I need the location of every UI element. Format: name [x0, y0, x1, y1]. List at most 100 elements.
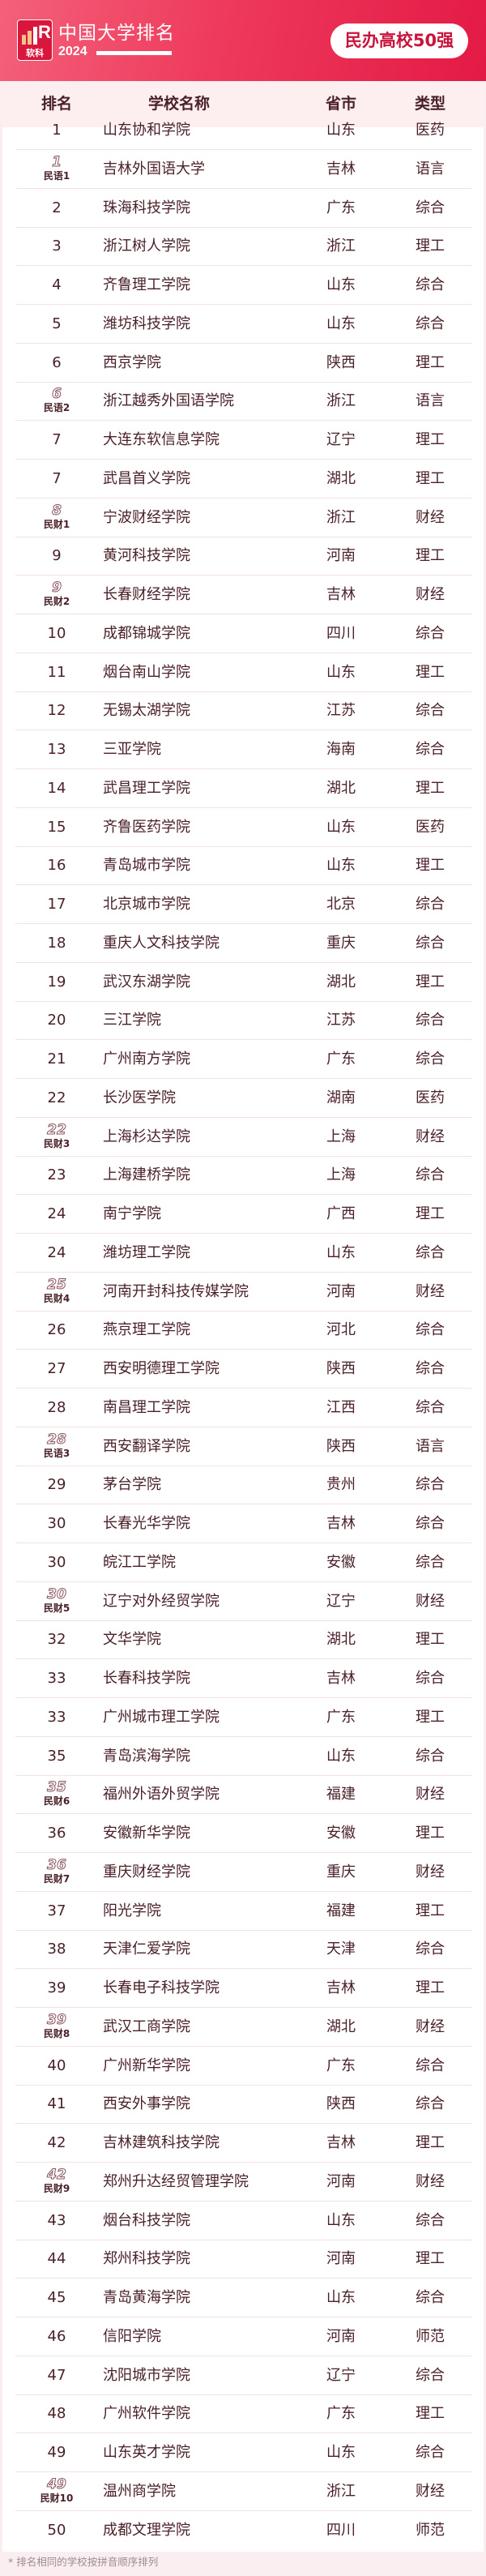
province: 山东: [326, 2444, 356, 2461]
row-divider: [15, 1039, 472, 1041]
row-divider: [15, 961, 472, 963]
rank-number: 6: [52, 386, 62, 403]
table-row: 49 山东英才学院 山东 综合: [2, 2433, 484, 2472]
school-name: 重庆财经学院: [103, 1863, 190, 1881]
school-name: 西安外事学院: [103, 2095, 190, 2113]
province: 辽宁: [326, 1592, 356, 1610]
rank-number: 36: [47, 1856, 67, 1873]
rank-number: 41: [47, 2095, 66, 2113]
row-divider: [15, 149, 472, 150]
row-divider: [15, 884, 472, 886]
table-row: 47 沈阳城市学院 辽宁 综合: [2, 2356, 484, 2395]
province: 山东: [326, 857, 356, 875]
rank-number: 36: [47, 1825, 66, 1842]
school-name: 黄河科技学院: [103, 547, 190, 565]
row-divider: [15, 691, 472, 692]
school-type: 综合: [416, 1553, 445, 1571]
rank-number: 1: [52, 153, 62, 170]
province: 北京: [326, 896, 356, 913]
table-row: 35 民财6 福州外语外贸学院 福建 财经: [2, 1775, 484, 1815]
school-type: 理工: [416, 973, 445, 991]
province: 浙江: [326, 508, 356, 526]
school-name: 阳光学院: [103, 1902, 161, 1919]
rank-number: 44: [47, 2250, 66, 2268]
table-row: 50 成都文理学院 四川 师范: [2, 2511, 484, 2550]
school-name: 吉林建筑科技学院: [103, 2134, 220, 2151]
rank-number: 6: [52, 353, 62, 371]
row-divider: [15, 342, 472, 344]
province: 上海: [326, 1166, 356, 1184]
province: 辽宁: [326, 2366, 356, 2384]
province: 山东: [326, 2211, 356, 2229]
province: 山东: [326, 818, 356, 836]
rank-number: 8: [52, 502, 62, 519]
province: 福建: [326, 1902, 356, 1919]
rank-number: 37: [47, 1902, 66, 1919]
school-type: 综合: [416, 315, 445, 332]
table-row: 5 潍坊科技学院 山东 综合: [2, 305, 484, 344]
tied-rank: 6 民语2: [24, 387, 89, 414]
school-type: 综合: [416, 276, 445, 293]
school-type: 理工: [416, 1979, 445, 1996]
logo-bar-icon: [22, 35, 26, 45]
row-divider: [15, 575, 472, 576]
row-divider: [15, 1116, 472, 1118]
row-divider: [15, 1890, 472, 1892]
tied-rank: 49 民财10: [24, 2476, 89, 2505]
province: 重庆: [326, 1863, 356, 1881]
school-name: 山东英才学院: [103, 2444, 190, 2461]
school-name: 广州南方学院: [103, 1051, 190, 1068]
category-rank-label: 民财3: [43, 1137, 70, 1149]
school-type: 理工: [416, 1902, 445, 1919]
row-divider: [15, 2394, 472, 2395]
school-type: 理工: [416, 353, 445, 371]
province: 山东: [326, 1243, 356, 1261]
school-type: 综合: [416, 1166, 445, 1184]
school-type: 财经: [416, 2482, 445, 2500]
school-name: 皖江工学院: [103, 1553, 176, 1571]
rank-number: 21: [47, 1051, 66, 1068]
school-type: 综合: [416, 741, 445, 758]
school-type: 综合: [416, 1941, 445, 1958]
rank-number: 39: [47, 1979, 66, 1996]
school-name: 青岛城市学院: [103, 857, 190, 875]
school-name: 天津仁爱学院: [103, 1941, 190, 1958]
row-divider: [15, 1310, 472, 1312]
rank-number: 46: [47, 2327, 66, 2345]
school-name: 河南开封科技传媒学院: [103, 1282, 249, 1300]
school-type: 财经: [416, 586, 445, 603]
province: 吉林: [326, 1979, 356, 1996]
school-type: 师范: [416, 2521, 445, 2539]
school-type: 综合: [416, 1476, 445, 1494]
province: 广东: [326, 1708, 356, 1726]
school-name: 辽宁对外经贸学院: [103, 1592, 220, 1610]
school-name: 文华学院: [103, 1631, 161, 1649]
logo-text: 软科: [26, 48, 44, 58]
rank-number: 2: [52, 199, 62, 216]
school-type: 财经: [416, 2172, 445, 2190]
row-divider: [15, 459, 472, 460]
school-type: 综合: [416, 934, 445, 952]
school-type: 综合: [416, 2366, 445, 2384]
category-rank-label: 民语3: [43, 1447, 70, 1459]
province: 吉林: [326, 1515, 356, 1532]
school-type: 综合: [416, 2056, 445, 2074]
school-name: 长春光华学院: [103, 1515, 190, 1532]
school-name: 长春科技学院: [103, 1670, 190, 1687]
ranking-title: 中国大学排名: [58, 23, 175, 44]
school-name: 茅台学院: [103, 1476, 161, 1494]
province: 河南: [326, 2327, 356, 2345]
table-row: 1 山东协和学院 山东 医药: [2, 111, 484, 150]
table-row: 41 西安外事学院 陕西 综合: [2, 2085, 484, 2125]
school-type: 综合: [416, 2095, 445, 2113]
logo-r-icon: R: [38, 22, 51, 42]
table-row: 30 皖江工学院 安徽 综合: [2, 1543, 484, 1582]
category-rank-label: 民语2: [43, 402, 70, 414]
school-name: 长沙医学院: [103, 1089, 176, 1106]
province: 安徽: [326, 1553, 356, 1571]
table-row: 14 武昌理工学院 湖北 理工: [2, 769, 484, 808]
school-name: 成都文理学院: [103, 2521, 190, 2539]
tied-rank: 35 民财6: [24, 1780, 89, 1808]
row-divider: [15, 1155, 472, 1157]
table-row: 24 南宁学院 广西 理工: [2, 1195, 484, 1234]
